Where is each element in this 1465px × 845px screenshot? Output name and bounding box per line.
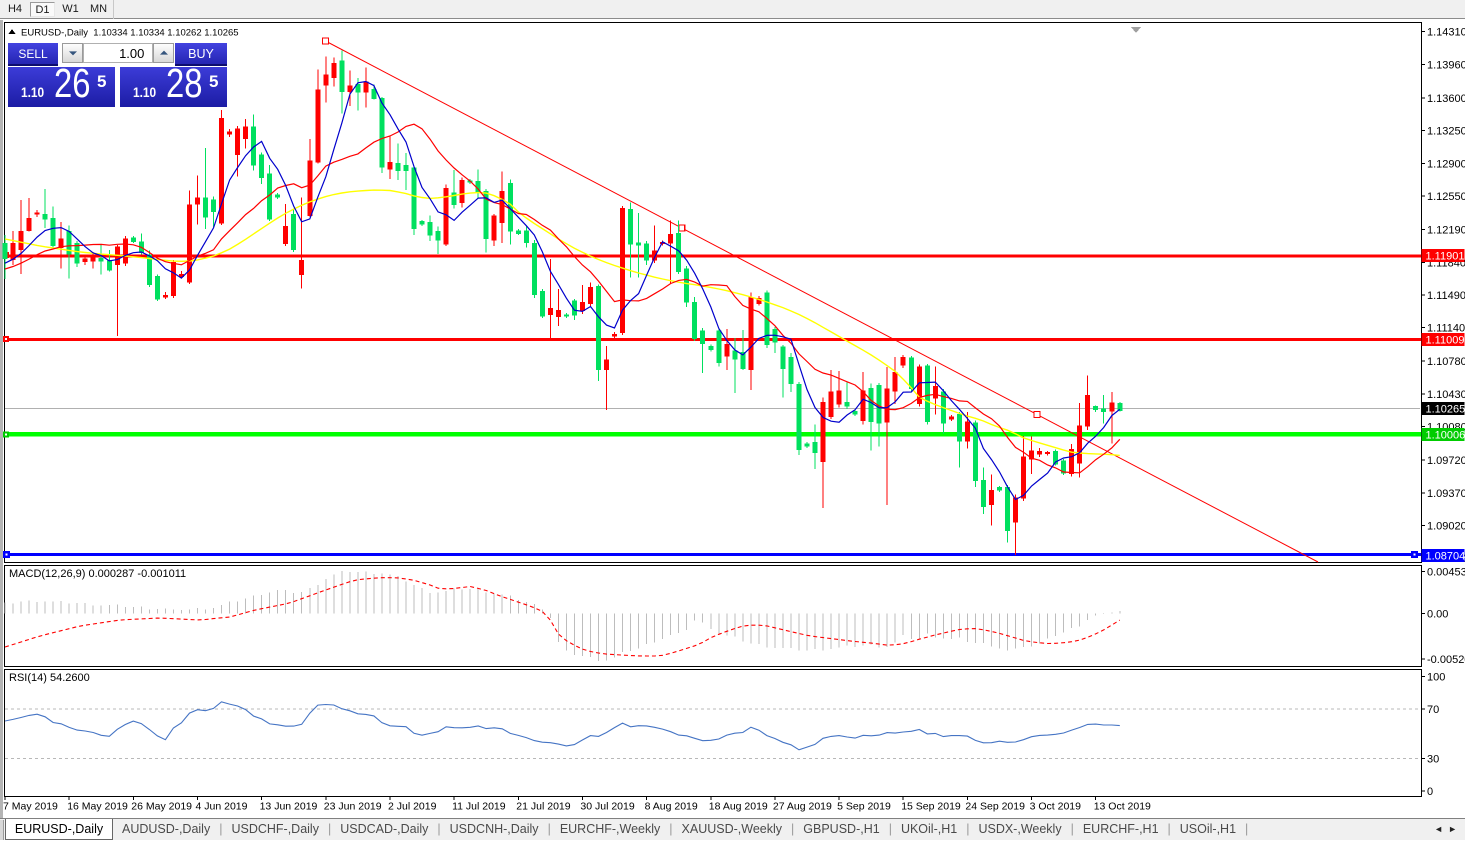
svg-text:30 Jul 2019: 30 Jul 2019 <box>580 801 634 813</box>
svg-text:1.09720: 1.09720 <box>1427 455 1465 467</box>
svg-text:2 Jul 2019: 2 Jul 2019 <box>388 801 437 813</box>
svg-text:13 Oct 2019: 13 Oct 2019 <box>1094 801 1151 813</box>
svg-text:1.08704: 1.08704 <box>1426 551 1465 563</box>
svg-text:23 Jun 2019: 23 Jun 2019 <box>324 801 382 813</box>
svg-text:24 Sep 2019: 24 Sep 2019 <box>965 801 1025 813</box>
svg-text:1.13600: 1.13600 <box>1427 93 1465 105</box>
svg-text:1.11140: 1.11140 <box>1427 323 1465 335</box>
svg-text:16 May 2019: 16 May 2019 <box>67 801 128 813</box>
svg-text:1.13960: 1.13960 <box>1427 59 1465 71</box>
svg-text:0.00: 0.00 <box>1427 609 1448 621</box>
svg-text:MACD(12,26,9) 0.000287 -0.0010: MACD(12,26,9) 0.000287 -0.001011 <box>9 568 186 580</box>
svg-text:0: 0 <box>1427 786 1433 798</box>
svg-text:-0.005205: -0.005205 <box>1427 654 1465 666</box>
svg-text:1.13250: 1.13250 <box>1427 126 1465 138</box>
svg-text:4 Jun 2019: 4 Jun 2019 <box>196 801 248 813</box>
svg-text:27 Aug 2019: 27 Aug 2019 <box>773 801 832 813</box>
svg-text:1.10780: 1.10780 <box>1427 356 1465 368</box>
svg-text:EURUSD-,Daily 1.10334 1.10334: EURUSD-,Daily 1.10334 1.10334 1.10262 1.… <box>21 28 239 39</box>
svg-text:1.12190: 1.12190 <box>1427 225 1465 237</box>
svg-text:1.10430: 1.10430 <box>1427 389 1465 401</box>
svg-text:100: 100 <box>1427 672 1445 684</box>
svg-text:8 Aug 2019: 8 Aug 2019 <box>645 801 698 813</box>
svg-text:13 Jun 2019: 13 Jun 2019 <box>260 801 318 813</box>
svg-text:1.10265: 1.10265 <box>1426 404 1465 416</box>
svg-text:RSI(14) 54.2600: RSI(14) 54.2600 <box>9 672 90 684</box>
svg-text:1.12550: 1.12550 <box>1427 191 1465 203</box>
svg-text:1.11490: 1.11490 <box>1427 290 1465 302</box>
svg-text:1.11901: 1.11901 <box>1426 250 1465 262</box>
svg-text:21 Jul 2019: 21 Jul 2019 <box>516 801 570 813</box>
svg-text:1.12900: 1.12900 <box>1427 158 1465 170</box>
svg-text:5 Sep 2019: 5 Sep 2019 <box>837 801 891 813</box>
svg-text:15 Sep 2019: 15 Sep 2019 <box>901 801 961 813</box>
svg-text:7 May 2019: 7 May 2019 <box>3 801 58 813</box>
svg-text:1.09020: 1.09020 <box>1427 521 1465 533</box>
svg-text:1.10006: 1.10006 <box>1426 429 1465 441</box>
svg-text:1.11009: 1.11009 <box>1426 335 1465 347</box>
svg-text:18 Aug 2019: 18 Aug 2019 <box>709 801 768 813</box>
svg-text:30: 30 <box>1427 754 1439 766</box>
svg-text:1.14310: 1.14310 <box>1427 27 1465 39</box>
svg-text:11 Jul 2019: 11 Jul 2019 <box>452 801 506 813</box>
svg-text:26 May 2019: 26 May 2019 <box>131 801 192 813</box>
svg-text:1.09370: 1.09370 <box>1427 488 1465 500</box>
svg-text:3 Oct 2019: 3 Oct 2019 <box>1030 801 1082 813</box>
svg-text:0.004536: 0.004536 <box>1427 567 1465 579</box>
svg-text:70: 70 <box>1427 704 1439 716</box>
